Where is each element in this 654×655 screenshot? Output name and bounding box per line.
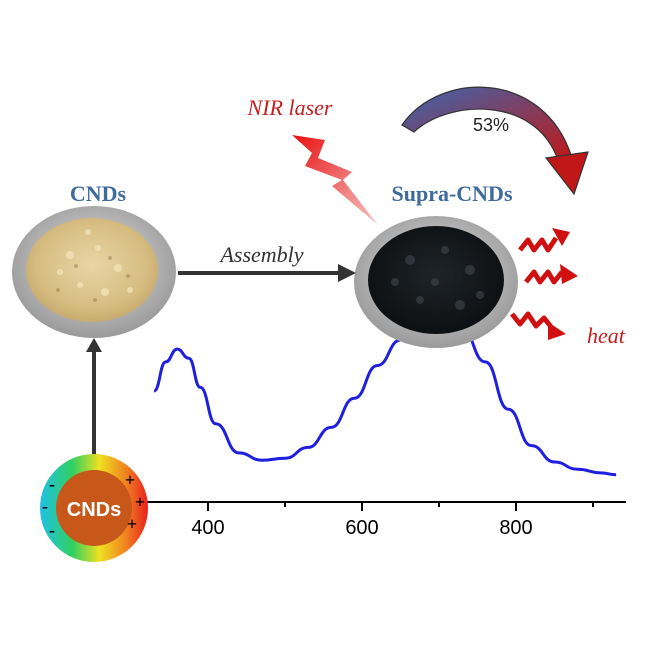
charge-minus-3: -	[49, 520, 55, 540]
laser-bolt-icon	[292, 135, 378, 225]
particle-to-powder-arrowhead	[86, 338, 102, 352]
supra-cnds-powder-image	[354, 216, 518, 348]
heat-arrows-icon	[510, 236, 564, 330]
heat-arrowheads	[548, 228, 578, 340]
supra-cnds-title: Supra-CNDs	[391, 181, 512, 206]
nir-laser-label: NIR laser	[247, 95, 333, 120]
x-tick-label-800: 800	[499, 517, 532, 539]
particle-charges: - - - + + +	[42, 470, 145, 540]
charge-plus-2: +	[135, 492, 145, 512]
charge-plus-3: +	[127, 514, 137, 534]
x-tick-label-600: 600	[345, 517, 378, 539]
absorbance-curve	[153, 320, 617, 477]
cnds-powder-image	[12, 206, 176, 338]
charge-minus-2: -	[42, 496, 48, 516]
charge-plus-1: +	[125, 470, 135, 490]
charged-particle-icon	[40, 454, 148, 562]
spectrum-chart: 400 600 800	[138, 320, 626, 539]
assembly-label: Assembly	[218, 242, 303, 267]
curved-arrow-icon	[401, 86, 589, 196]
particle-label: CNDs	[67, 499, 121, 521]
x-tick-label-400: 400	[191, 517, 224, 539]
efficiency-label: 53%	[473, 115, 509, 135]
heat-label: heat	[587, 323, 626, 348]
cnds-title: CNDs	[70, 181, 127, 206]
assembly-arrow	[178, 264, 356, 282]
x-axis-ticks: 400 600 800	[191, 502, 594, 539]
charge-minus-1: -	[49, 474, 55, 494]
